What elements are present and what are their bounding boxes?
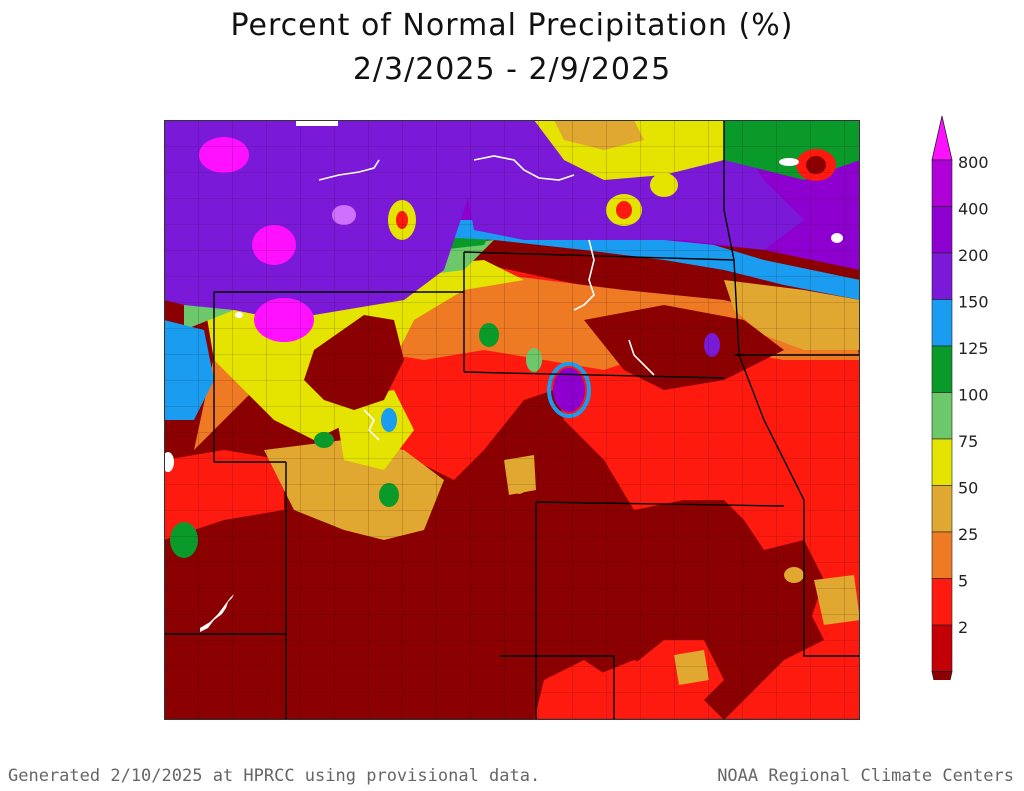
no-data-patches [164, 120, 843, 632]
legend-swatch-2 [931, 624, 953, 672]
county-grid [164, 120, 860, 720]
legend-swatch-75 [931, 438, 953, 486]
legend-arrow-bottom [931, 671, 953, 680]
legend-label-150: 150 [958, 293, 989, 312]
legend-swatch-125 [931, 345, 953, 393]
map-date-range: 2/3/2025 - 2/9/2025 [352, 52, 672, 87]
legend-label-25: 25 [958, 525, 978, 544]
legend-swatch-25 [931, 531, 953, 579]
legend-swatch-5 [931, 578, 953, 626]
state-borders [164, 120, 860, 720]
legend-label-400: 400 [958, 200, 989, 219]
provider-credit: NOAA Regional Climate Centers [717, 766, 1014, 786]
legend-swatch-100 [931, 392, 953, 440]
legend-swatch-50 [931, 485, 953, 533]
water-features [318, 155, 655, 441]
color-legend: 800 400 200 150 125 100 75 50 25 5 2 [931, 115, 989, 680]
legend-label-2: 2 [958, 618, 968, 637]
legend-label-5: 5 [958, 572, 968, 591]
legend-swatch-200 [931, 252, 953, 300]
legend-swatch-150 [931, 299, 953, 347]
legend-swatch-400 [931, 206, 953, 254]
generation-note: Generated 2/10/2025 at HPRCC using provi… [8, 766, 541, 786]
map-title: Percent of Normal Precipitation (%) [230, 8, 794, 43]
legend-label-200: 200 [958, 246, 989, 265]
precipitation-map [164, 120, 860, 720]
legend-label-800: 800 [958, 153, 989, 172]
legend-label-50: 50 [958, 479, 978, 498]
legend-label-75: 75 [958, 432, 978, 451]
legend-label-125: 125 [958, 339, 989, 358]
legend-label-100: 100 [958, 386, 989, 405]
legend-swatch-800 [931, 159, 953, 207]
legend-arrow-top [931, 115, 953, 161]
